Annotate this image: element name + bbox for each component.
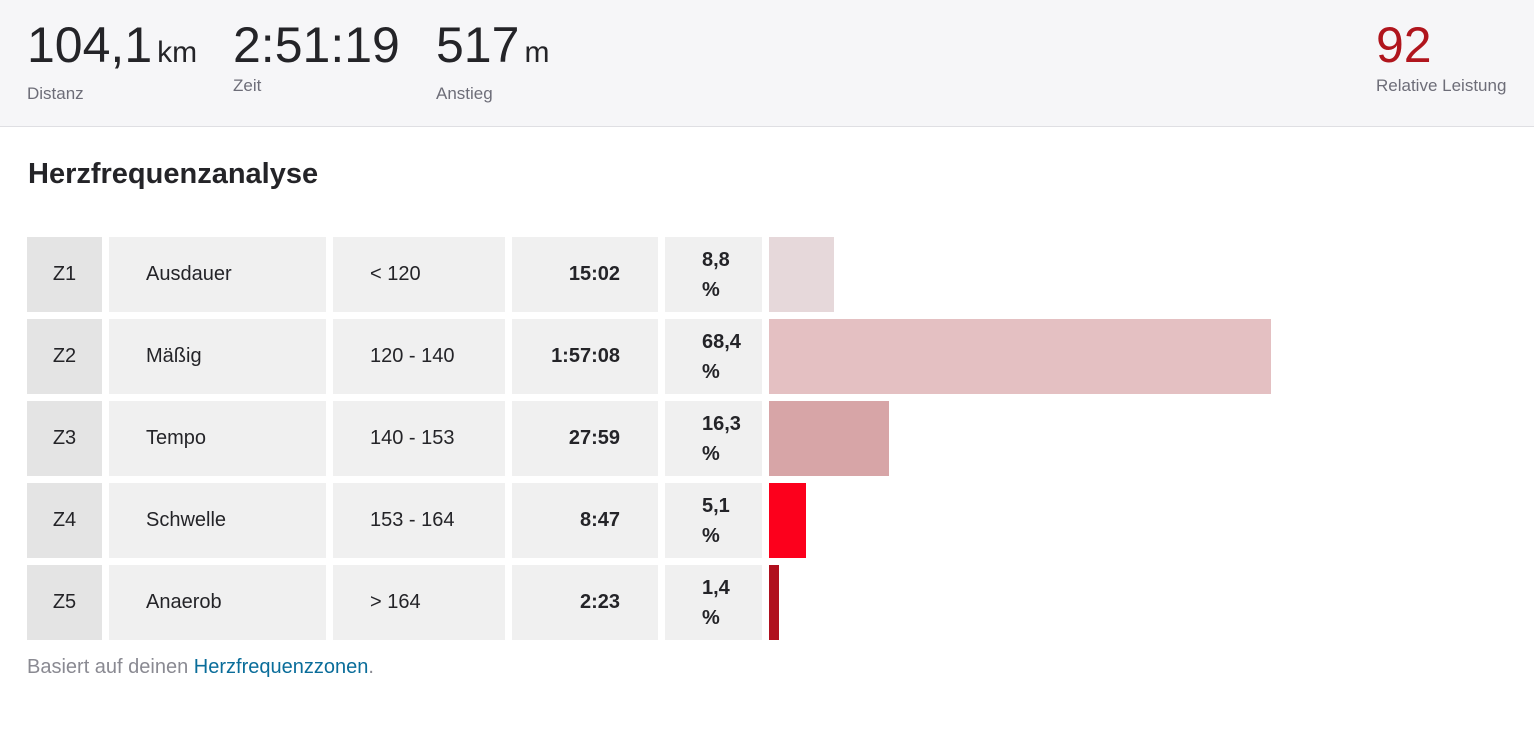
stat-elevation: 517 m Anstieg — [436, 18, 549, 104]
zone-label: Z4 — [27, 483, 102, 558]
distance-value: 104,1 — [27, 17, 153, 73]
heart-rate-zones-link[interactable]: Herzfrequenzzonen — [193, 656, 369, 678]
zone-name: Anaerob — [109, 565, 326, 640]
zone-percent-cell: 5,1 % — [665, 483, 762, 558]
zone-label: Z5 — [27, 565, 102, 640]
distance-value-line: 104,1 km — [27, 18, 197, 80]
zone-percent-cell: 68,4 % — [665, 319, 762, 394]
zone-range: 140 - 153 — [333, 401, 505, 476]
zone-percent: 1,4 % — [702, 576, 730, 629]
zone-time: 1:57:08 — [512, 319, 658, 394]
time-label: Zeit — [233, 76, 262, 95]
distance-label: Distanz — [27, 84, 84, 103]
zone-percent: 5,1 % — [702, 494, 730, 547]
footnote: Basiert auf deinen Herzfrequenzzonen. — [27, 656, 374, 679]
section-title: Herzfrequenzanalyse — [28, 158, 319, 190]
zone-range: 153 - 164 — [333, 483, 505, 558]
stat-time: 2:51:19 Zeit — [233, 18, 400, 96]
stat-relative-effort: 92 Relative Leistung — [1376, 18, 1506, 96]
zone-time: 2:23 — [512, 565, 658, 640]
distance-unit: km — [157, 36, 198, 69]
elevation-value-line: 517 m — [436, 18, 549, 80]
zone-percent: 16,3 % — [702, 412, 741, 465]
zone-time: 15:02 — [512, 237, 658, 312]
stat-distance: 104,1 km Distanz — [27, 18, 197, 104]
relative-effort-value: 92 — [1376, 17, 1432, 73]
zone-time: 8:47 — [512, 483, 658, 558]
zone-time: 27:59 — [512, 401, 658, 476]
footnote-text: Basiert auf deinen — [27, 656, 194, 678]
zone-label: Z1 — [27, 237, 102, 312]
zone-percent-cell: 8,8 % — [665, 237, 762, 312]
zone-name: Tempo — [109, 401, 326, 476]
zone-bar — [769, 401, 889, 476]
zone-percent: 8,8 % — [702, 248, 730, 301]
zone-bar — [769, 319, 1271, 394]
zone-bar — [769, 565, 779, 640]
zone-label: Z3 — [27, 401, 102, 476]
elevation-unit: m — [524, 36, 550, 69]
activity-stats-header: 104,1 km Distanz 2:51:19 Zeit 517 m Anstie… — [0, 0, 1534, 127]
zone-label: Z2 — [27, 319, 102, 394]
time-value: 2:51:19 — [233, 17, 400, 73]
zone-percent: 68,4 % — [702, 330, 741, 383]
zone-row: Z2 Mäßig 120 - 140 1:57:08 68,4 % — [27, 319, 1317, 394]
zone-bar — [769, 237, 834, 312]
zone-row: Z5 Anaerob > 164 2:23 1,4 % — [27, 565, 1317, 640]
zone-row: Z1 Ausdauer < 120 15:02 8,8 % — [27, 237, 1317, 312]
zone-name: Ausdauer — [109, 237, 326, 312]
zone-range: < 120 — [333, 237, 505, 312]
zone-row: Z3 Tempo 140 - 153 27:59 16,3 % — [27, 401, 1317, 476]
zone-range: > 164 — [333, 565, 505, 640]
zone-percent-cell: 1,4 % — [665, 565, 762, 640]
zone-row: Z4 Schwelle 153 - 164 8:47 5,1 % — [27, 483, 1317, 558]
zone-name: Mäßig — [109, 319, 326, 394]
relative-effort-label: Relative Leistung — [1376, 76, 1507, 95]
zone-percent-cell: 16,3 % — [665, 401, 762, 476]
footnote-period: . — [368, 656, 374, 678]
zone-range: 120 - 140 — [333, 319, 505, 394]
elevation-value: 517 — [436, 17, 520, 73]
zone-bar — [769, 483, 806, 558]
zone-name: Schwelle — [109, 483, 326, 558]
elevation-label: Anstieg — [436, 84, 493, 103]
